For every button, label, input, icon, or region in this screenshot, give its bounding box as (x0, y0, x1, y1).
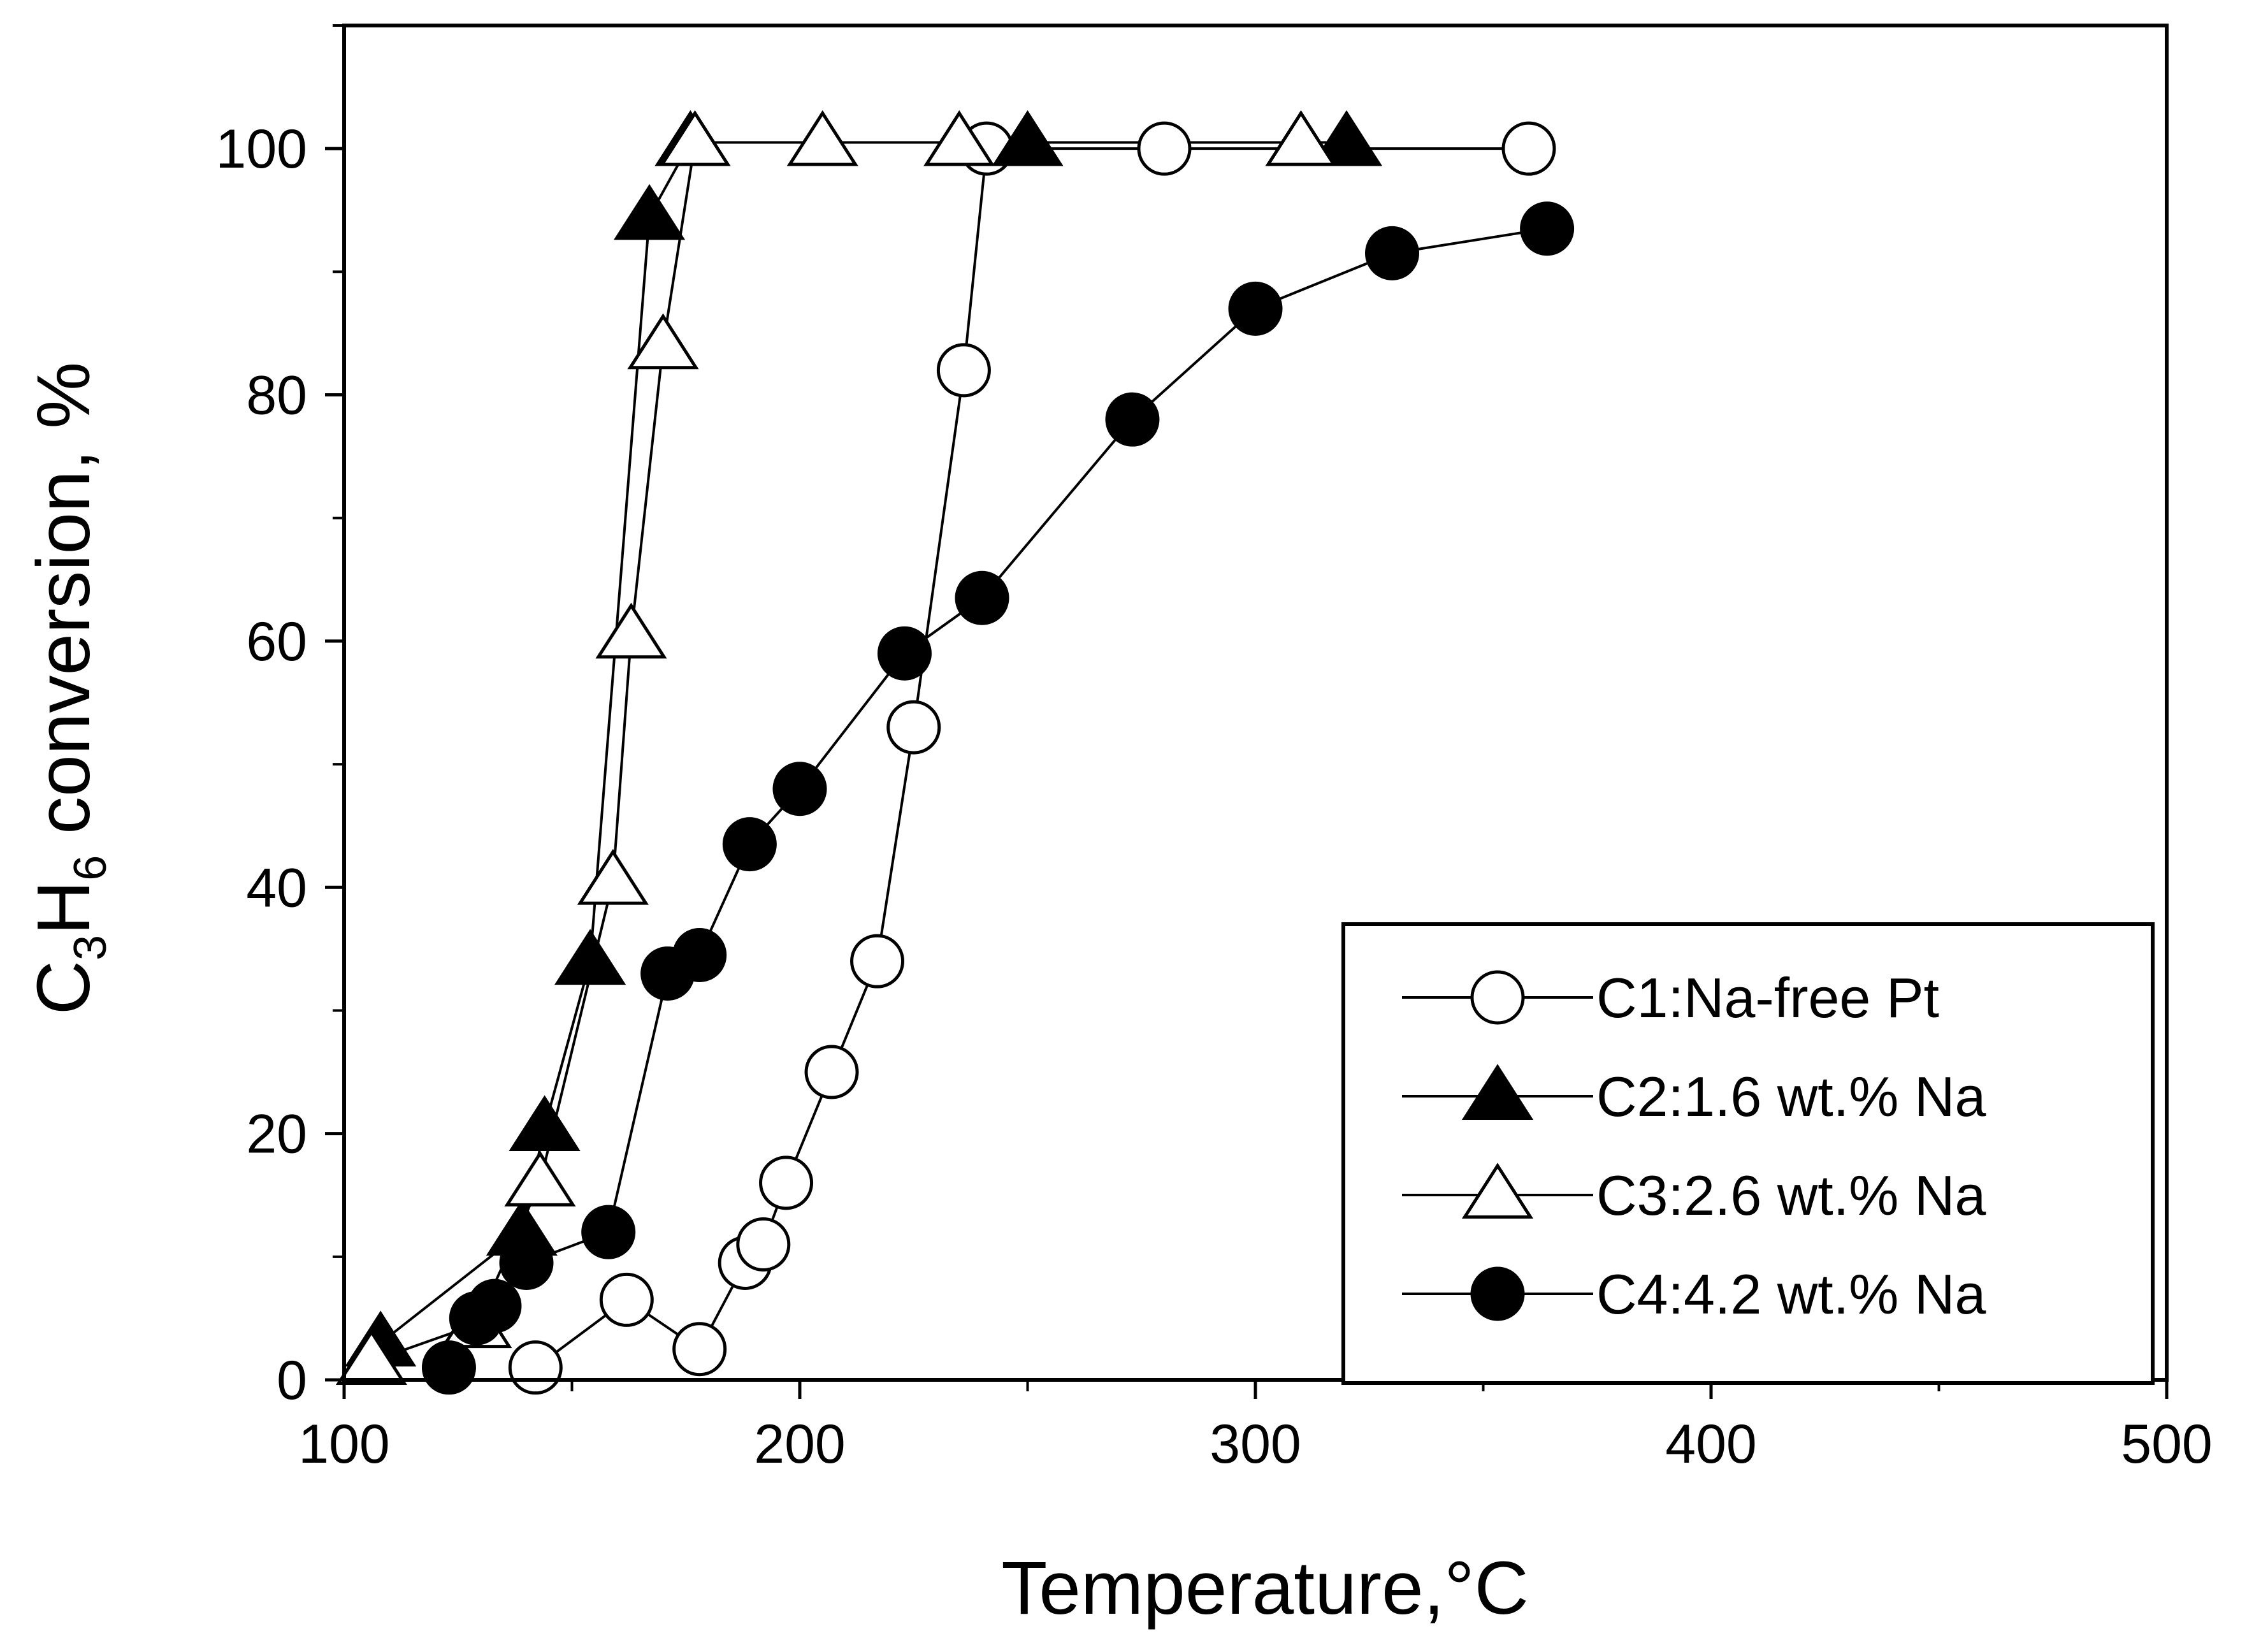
legend-marker (1461, 1064, 1534, 1120)
series-1-point (850, 934, 905, 989)
y-tick-label: 100 (216, 119, 308, 180)
series-4-point (467, 1279, 522, 1333)
series-3-point (923, 110, 995, 166)
y-tick-label: 60 (246, 611, 307, 672)
legend-label: C1:Na-free Pt (1596, 966, 1939, 1029)
series-2-point (509, 1095, 581, 1151)
series-1-point (599, 1272, 654, 1327)
legend-label: C3:2.6 wt.% Na (1596, 1164, 1986, 1227)
tick-labels: 100 200 300 400 500 0 20 40 60 80 100 (216, 119, 2213, 1475)
series-1-point (1137, 121, 1192, 176)
series-4-point (581, 1205, 636, 1259)
series-4-point (421, 1340, 476, 1395)
y-tick-label: 20 (246, 1104, 307, 1165)
legend-label: C4:4.2 wt.% Na (1596, 1263, 1986, 1326)
legend-label: C2:1.6 wt.% Na (1596, 1065, 1986, 1128)
series-1-point (672, 1322, 727, 1377)
plot-frame (342, 24, 2169, 1382)
series-2-point (992, 110, 1064, 166)
series-4-point (1365, 226, 1419, 280)
series-3-point (1265, 110, 1337, 166)
series-2-point (554, 929, 626, 985)
series-1-point (886, 700, 941, 755)
y-tick-label: 80 (246, 365, 307, 426)
series-4-point (772, 762, 827, 816)
series-1-point (804, 1045, 859, 1099)
series-3-point (627, 313, 699, 370)
series-4-point (1105, 392, 1160, 447)
series-3-point (335, 1329, 407, 1386)
series-1-point (936, 343, 991, 398)
x-tick-label: 200 (754, 1414, 846, 1475)
x-axis-title: Temperature,°C (1001, 1546, 1529, 1630)
y-tick-label: 0 (277, 1350, 307, 1411)
series-4-point (1228, 281, 1283, 336)
x-tick-label: 400 (1665, 1414, 1757, 1475)
series-4-point (722, 817, 777, 872)
series-1-point (1501, 121, 1556, 176)
series-1-point (759, 1156, 814, 1210)
series-2-point (613, 184, 686, 240)
series-3-point (577, 848, 649, 905)
legend-marker (1470, 1266, 1525, 1321)
series-4-point (955, 570, 1009, 625)
series-markers (335, 110, 1575, 1395)
x-tick-label: 100 (298, 1414, 390, 1475)
y-axis-title: C3H6 conversion, % (22, 362, 116, 1015)
series-3-point (504, 1150, 576, 1206)
y-tick-label: 40 (246, 857, 307, 918)
x-tick-label: 300 (1210, 1414, 1301, 1475)
series-1-point (736, 1217, 791, 1272)
series-4-point (499, 1235, 554, 1290)
legend-marker (1461, 1163, 1534, 1219)
legend: C1:Na-free Pt C2:1.6 wt.% Na C3:2.6 wt.% N… (1341, 922, 2155, 1385)
series-4-point (672, 928, 727, 983)
series-4-point (877, 626, 932, 681)
x-tick-label: 500 (2121, 1414, 2213, 1475)
series-1-point (508, 1340, 563, 1395)
series-4-point (1520, 201, 1575, 256)
series-2-point (1310, 110, 1383, 166)
legend-marker (1470, 970, 1525, 1025)
series-3-point (659, 110, 731, 166)
series-3-point (786, 110, 858, 166)
series-3-point (595, 602, 667, 659)
